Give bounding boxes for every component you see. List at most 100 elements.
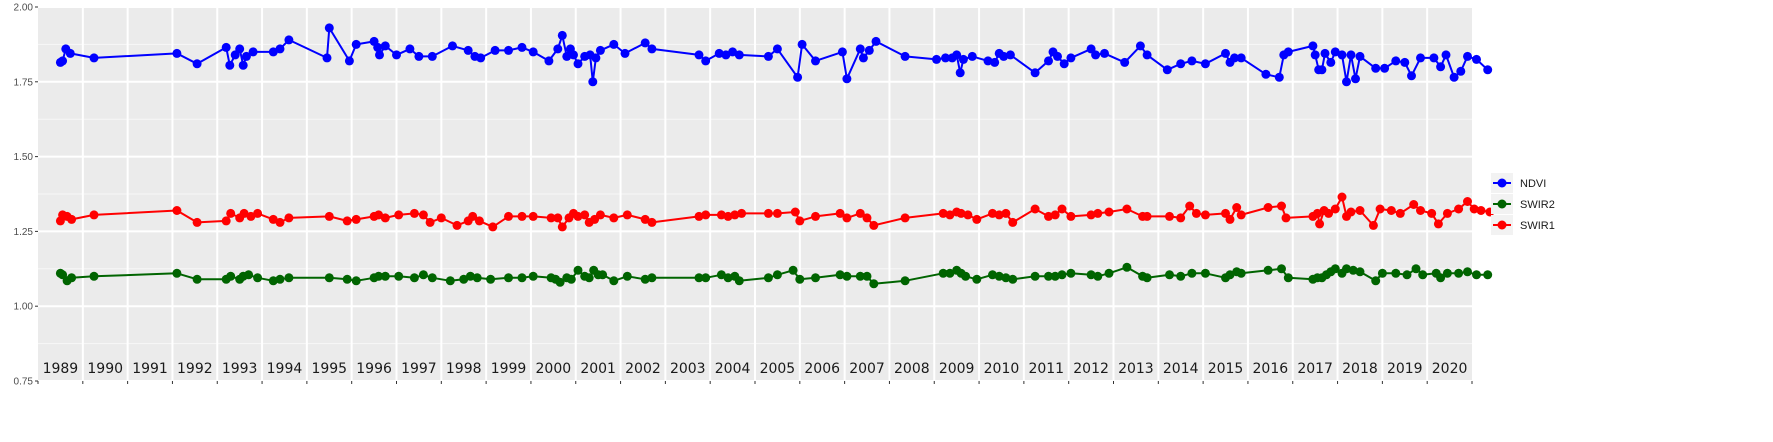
data-point xyxy=(1443,209,1452,218)
data-point xyxy=(1143,273,1152,282)
data-point xyxy=(1105,208,1114,217)
data-point xyxy=(381,213,390,222)
data-point xyxy=(1356,267,1365,276)
data-point xyxy=(737,209,746,218)
data-point xyxy=(811,273,820,282)
data-point xyxy=(394,210,403,219)
data-point xyxy=(1163,65,1172,74)
year-label: 1992 xyxy=(177,361,213,377)
data-point xyxy=(1237,269,1246,278)
data-point xyxy=(596,46,605,55)
data-point xyxy=(381,272,390,281)
year-label: 2009 xyxy=(939,361,975,377)
data-point xyxy=(1277,264,1286,273)
data-point xyxy=(869,279,878,288)
data-point xyxy=(226,272,235,281)
data-point xyxy=(1338,50,1347,59)
data-point xyxy=(1105,269,1114,278)
y-axis: 0.751.001.251.501.752.00 xyxy=(14,3,38,388)
data-point xyxy=(1058,205,1067,214)
data-point xyxy=(1226,215,1235,224)
data-point xyxy=(90,53,99,62)
data-point xyxy=(1442,50,1451,59)
data-point xyxy=(1192,209,1201,218)
year-label: 2002 xyxy=(625,361,661,377)
data-point xyxy=(475,216,484,225)
year-label: 1989 xyxy=(43,361,79,377)
data-point xyxy=(1282,213,1291,222)
data-point xyxy=(405,44,414,53)
data-point xyxy=(1031,272,1040,281)
data-point xyxy=(343,275,352,284)
data-point xyxy=(1356,52,1365,61)
data-point xyxy=(1412,264,1421,273)
data-point xyxy=(580,210,589,219)
data-point xyxy=(735,50,744,59)
data-point xyxy=(1201,59,1210,68)
data-point xyxy=(428,52,437,61)
data-point xyxy=(795,216,804,225)
data-point xyxy=(284,273,293,282)
data-point xyxy=(323,53,332,62)
data-point xyxy=(1201,210,1210,219)
data-point xyxy=(1371,276,1380,285)
data-point xyxy=(486,275,495,284)
data-point xyxy=(1391,269,1400,278)
data-point xyxy=(529,212,538,221)
data-point xyxy=(621,49,630,58)
data-point xyxy=(1418,270,1427,279)
data-point xyxy=(1472,55,1481,64)
data-point xyxy=(1066,212,1075,221)
data-point xyxy=(437,213,446,222)
data-point xyxy=(1427,209,1436,218)
data-point xyxy=(1093,272,1102,281)
data-point xyxy=(932,55,941,64)
year-label: 2015 xyxy=(1208,361,1244,377)
data-point xyxy=(284,213,293,222)
data-point xyxy=(1321,49,1330,58)
year-label: 2010 xyxy=(984,361,1020,377)
data-point xyxy=(1331,205,1340,214)
data-point xyxy=(1416,206,1425,215)
data-point xyxy=(249,47,258,56)
data-point xyxy=(901,52,910,61)
data-point xyxy=(963,210,972,219)
data-point xyxy=(1201,269,1210,278)
data-point xyxy=(1122,205,1131,214)
data-point xyxy=(972,215,981,224)
data-point xyxy=(1434,219,1443,228)
data-point xyxy=(1338,193,1347,202)
data-point xyxy=(529,47,538,56)
year-label: 2007 xyxy=(849,361,885,377)
data-point xyxy=(67,273,76,282)
data-point xyxy=(488,222,497,231)
data-point xyxy=(596,210,605,219)
year-label: 2000 xyxy=(536,361,572,377)
data-point xyxy=(1001,209,1010,218)
data-point xyxy=(325,23,334,32)
data-point xyxy=(609,276,618,285)
data-point xyxy=(1356,206,1365,215)
data-point xyxy=(1443,269,1452,278)
data-point xyxy=(1093,209,1102,218)
data-point xyxy=(1347,50,1356,59)
data-point xyxy=(585,273,594,282)
data-point xyxy=(859,53,868,62)
data-point xyxy=(623,210,632,219)
data-point xyxy=(381,41,390,50)
data-point xyxy=(956,68,965,77)
data-point xyxy=(67,215,76,224)
year-label: 2005 xyxy=(760,361,796,377)
data-point xyxy=(838,47,847,56)
data-point xyxy=(1317,65,1326,74)
data-point xyxy=(491,46,500,55)
data-point xyxy=(569,50,578,59)
data-point xyxy=(343,216,352,225)
y-tick-label: 1.00 xyxy=(14,302,34,313)
data-point xyxy=(811,56,820,65)
data-point xyxy=(1176,272,1185,281)
legend-item-swir2: SWIR2 xyxy=(1491,194,1555,214)
data-point xyxy=(1416,53,1425,62)
data-point xyxy=(1053,52,1062,61)
data-point xyxy=(1347,208,1356,217)
